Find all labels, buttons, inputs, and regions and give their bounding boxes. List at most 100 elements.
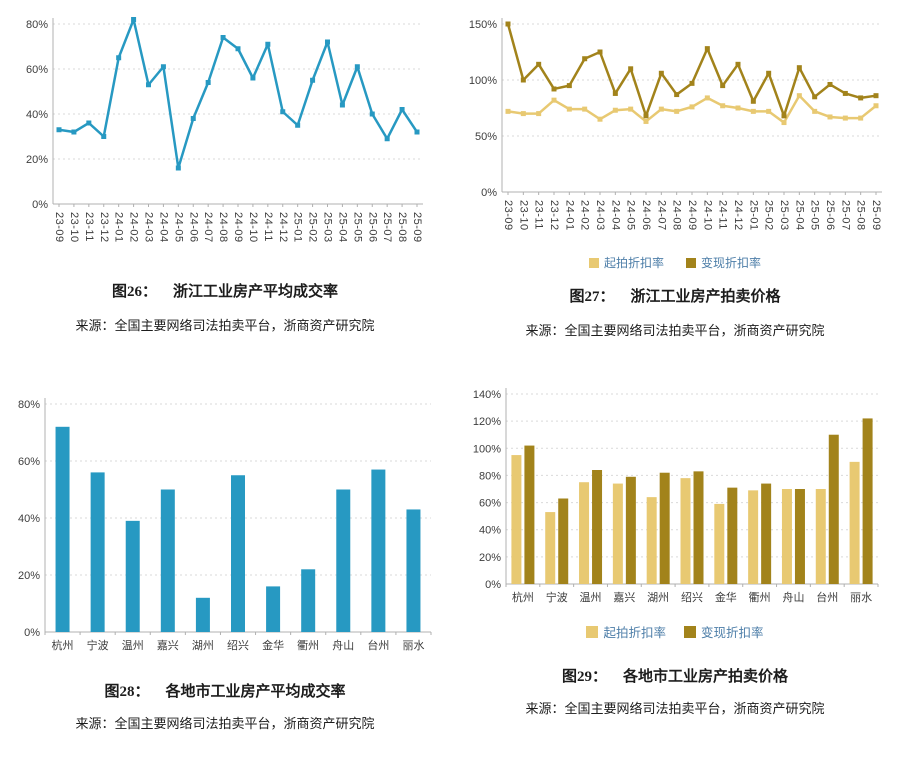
svg-text:23-10: 23-10 [517, 200, 529, 231]
svg-text:23-09: 23-09 [53, 212, 65, 243]
svg-text:24-08: 24-08 [217, 212, 229, 243]
svg-text:24-09: 24-09 [232, 212, 244, 243]
svg-text:嘉兴: 嘉兴 [157, 638, 179, 652]
fig27-chart-canvas: 0% 50% 100% 150% 23-09 23-10 23-11 23-12 24-01 24… [469, 18, 882, 231]
svg-text:衢州: 衢州 [749, 591, 771, 604]
svg-text:23-11: 23-11 [83, 212, 95, 242]
fig27-legend-item-qipai: 起拍折扣率 [588, 254, 664, 271]
svg-text:60%: 60% [18, 456, 40, 468]
svg-text:25-05: 25-05 [351, 212, 363, 243]
fig29-chart-canvas: 0% 20% 40% 60% 80% 100% 120% 140% 杭州 宁波 温州 嘉兴 湖州 绍兴 金华… [473, 388, 879, 604]
svg-text:20%: 20% [26, 154, 48, 166]
fig27-caption: 图27： 浙江工业房产拍卖价格 [569, 285, 780, 306]
fig29-legend-label-bianxian: 变现折扣率 [701, 626, 764, 640]
fig26-chart-canvas: 0%20%40%60%80%23-09 23-10 23-11 23-12 24-01 2… [26, 17, 423, 243]
svg-text:24-02: 24-02 [128, 212, 140, 243]
fig26-caption: 图26： 浙江工业房产平均成交率 [112, 280, 338, 301]
svg-text:25-06: 25-06 [366, 212, 378, 243]
svg-text:舟山: 舟山 [782, 590, 804, 604]
svg-text:40%: 40% [18, 513, 40, 525]
svg-text:24-10: 24-10 [701, 200, 713, 231]
svg-text:台州: 台州 [367, 638, 389, 652]
fig28-caption-title: 各地市工业房产平均成交率 [165, 684, 346, 700]
fig27-legend-label-bianxian: 变现折扣率 [701, 256, 762, 270]
figure-29: 0% 20% 40% 60% 80% 100% 120% 140% 杭州 宁波 温州 嘉兴 湖州 绍兴 金华… [450, 376, 900, 760]
svg-text:25-08: 25-08 [396, 212, 408, 243]
svg-text:24-10: 24-10 [247, 212, 259, 243]
fig27-legend-swatch-qipai-icon [588, 257, 599, 268]
svg-text:24-06: 24-06 [640, 200, 652, 231]
svg-text:25-02: 25-02 [307, 212, 319, 243]
fig29-caption-title: 各地市工业房产拍卖价格 [623, 669, 789, 685]
svg-text:24-01: 24-01 [563, 200, 575, 231]
svg-text:23-10: 23-10 [68, 212, 80, 243]
svg-text:丽水: 丽水 [850, 591, 872, 604]
svg-text:140%: 140% [473, 389, 501, 401]
svg-text:25-05: 25-05 [809, 200, 821, 231]
svg-text:100%: 100% [469, 75, 497, 87]
svg-text:23-11: 23-11 [533, 200, 545, 230]
svg-text:0%: 0% [481, 187, 497, 199]
fig27-legend: 起拍折扣率 变现折扣率 [588, 254, 761, 271]
svg-text:80%: 80% [26, 19, 48, 31]
svg-text:杭州: 杭州 [52, 638, 74, 652]
svg-text:25-04: 25-04 [336, 212, 348, 243]
svg-text:25-07: 25-07 [381, 212, 393, 243]
fig29-legend-label-qipai: 起拍折扣率 [603, 626, 666, 640]
svg-text:0%: 0% [32, 199, 48, 211]
svg-text:嘉兴: 嘉兴 [613, 590, 635, 604]
svg-text:25-09: 25-09 [411, 212, 423, 243]
fig29-legend: 起拍折扣率 变现折扣率 [586, 622, 764, 641]
svg-text:80%: 80% [479, 470, 501, 482]
fig29-legend-swatch-qipai-icon [586, 625, 599, 638]
fig29-source: 来源：全国主要网络司法拍卖平台，浙商资产研究院 [525, 701, 825, 716]
svg-text:宁波: 宁波 [546, 590, 568, 604]
fig29-caption: 图29： 各地市工业房产拍卖价格 [562, 665, 788, 686]
svg-text:60%: 60% [26, 64, 48, 76]
svg-text:24-08: 24-08 [671, 200, 683, 231]
svg-text:20%: 20% [18, 570, 40, 582]
fig27-source: 来源：全国主要网络司法拍卖平台，浙商资产研究院 [525, 323, 825, 338]
svg-text:24-03: 24-03 [594, 200, 606, 231]
fig29-caption-label: 图29： [561, 669, 607, 685]
fig27-legend-item-bianxian: 变现折扣率 [686, 254, 761, 271]
svg-text:金华: 金华 [262, 638, 284, 652]
svg-text:24-01: 24-01 [113, 212, 125, 243]
svg-text:24-11: 24-11 [262, 212, 274, 242]
fig29-legend-item-bianxian: 变现折扣率 [684, 622, 764, 641]
svg-text:80%: 80% [18, 399, 40, 411]
svg-text:24-02: 24-02 [579, 200, 591, 231]
svg-text:24-06: 24-06 [187, 212, 199, 243]
svg-text:25-04: 25-04 [793, 200, 805, 231]
svg-text:24-05: 24-05 [172, 212, 184, 243]
fig28-source: 来源：全国主要网络司法拍卖平台，浙商资产研究院 [75, 716, 375, 731]
svg-text:绍兴: 绍兴 [681, 590, 703, 604]
svg-text:宁波: 宁波 [87, 638, 109, 652]
svg-text:24-05: 24-05 [625, 200, 637, 231]
svg-text:24-03: 24-03 [143, 212, 155, 243]
fig27-legend-swatch-bianxian-icon [686, 257, 696, 268]
fig28-chart-canvas: 0% 20% 40% 60% 80% 杭州 宁波 温州 嘉兴 湖州 绍兴 金华 衢州 舟山 台州 丽水 [18, 398, 432, 652]
svg-text:40%: 40% [26, 109, 48, 121]
svg-text:25-03: 25-03 [778, 200, 790, 231]
svg-text:25-06: 25-06 [824, 200, 836, 231]
fig28-caption-label: 图28： [104, 684, 150, 700]
figure-26: 0% 20% 40% 60% 80% 23-09 23-10 23-11 23-12 24-01 2… [0, 0, 450, 376]
svg-text:120%: 120% [473, 416, 501, 428]
svg-text:24-09: 24-09 [686, 200, 698, 231]
svg-text:湖州: 湖州 [647, 591, 669, 604]
svg-text:金华: 金华 [715, 590, 737, 604]
svg-text:湖州: 湖州 [192, 639, 214, 652]
svg-text:绍兴: 绍兴 [227, 638, 249, 652]
svg-text:杭州: 杭州 [512, 590, 534, 604]
svg-text:40%: 40% [479, 525, 501, 537]
svg-text:台州: 台州 [816, 590, 838, 604]
svg-text:20%: 20% [479, 552, 501, 564]
svg-text:23-09: 23-09 [502, 200, 514, 231]
svg-text:24-12: 24-12 [277, 212, 289, 243]
fig26-caption-title: 浙江工业房产平均成交率 [173, 284, 339, 300]
svg-text:丽水: 丽水 [402, 639, 424, 652]
fig27-caption-title: 浙江工业房产拍卖价格 [630, 289, 781, 305]
svg-text:温州: 温州 [580, 591, 602, 604]
